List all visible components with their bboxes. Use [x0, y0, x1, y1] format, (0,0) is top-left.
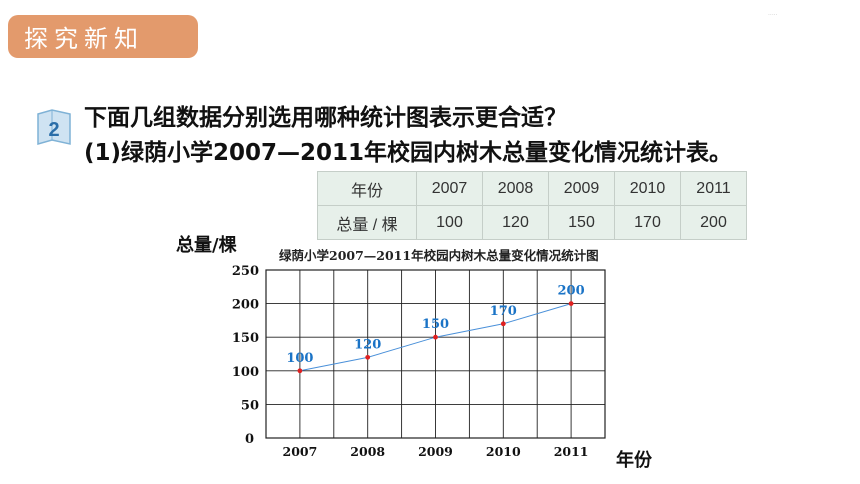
- x-tick-label: 2009: [418, 444, 453, 459]
- table-cell: 100: [416, 205, 483, 240]
- data-label: 200: [558, 284, 585, 299]
- y-tick-label: 250: [232, 264, 259, 279]
- question-number-icon: 2: [37, 109, 71, 145]
- table-cell: 200: [680, 205, 747, 240]
- table-cell: 2010: [614, 171, 681, 206]
- y-tick-label: 100: [232, 365, 259, 380]
- data-point: [433, 334, 438, 340]
- question-number: 2: [48, 119, 59, 141]
- data-point: [568, 301, 574, 306]
- table-cell: 120: [482, 205, 549, 240]
- y-tick-label: 0: [245, 432, 254, 447]
- x-tick-label: 2008: [350, 444, 385, 459]
- x-tick-label: 2010: [486, 444, 521, 459]
- table-cell: 2008: [482, 171, 549, 206]
- section-tag: 探究新知: [8, 15, 198, 58]
- data-point: [500, 321, 506, 327]
- y-axis-label: 总量/棵: [176, 235, 237, 256]
- x-axis-label: 年份: [616, 450, 652, 471]
- x-tick-label: 2011: [554, 444, 589, 459]
- data-label: 120: [354, 337, 381, 352]
- table-header-total: 总量 / 棵: [317, 205, 417, 240]
- data-label: 100: [286, 351, 313, 366]
- y-tick-label: 150: [232, 331, 259, 346]
- table-cell: 2011: [680, 171, 747, 206]
- question-line-1: 下面几组数据分别选用哪种统计图表示更合适？: [84, 105, 567, 131]
- data-label: 150: [422, 317, 449, 332]
- y-tick-label: 200: [232, 298, 259, 313]
- top-decoration: ·····: [768, 12, 778, 19]
- table-row-year: 年份 2007 2008 2009 2010 2011: [317, 171, 747, 206]
- x-tick-label: 2007: [283, 444, 318, 459]
- data-point: [365, 354, 371, 360]
- data-point: [297, 368, 303, 374]
- data-table: 年份 2007 2008 2009 2010 2011 总量 / 棵 100 1…: [317, 171, 747, 240]
- question-line-2: (1)绿荫小学2007—2011年校园内树木总量变化情况统计表。: [84, 140, 733, 166]
- table-cell: 150: [548, 205, 615, 240]
- table-cell: 170: [614, 205, 681, 240]
- table-row-total: 总量 / 棵 100 120 150 170 200: [317, 205, 747, 240]
- y-tick-label: 50: [241, 398, 259, 413]
- section-tag-label: 探究新知: [24, 25, 144, 53]
- chart-title: 绿荫小学2007—2011年校园内树木总量变化情况统计图: [279, 248, 599, 263]
- data-label: 170: [490, 304, 517, 319]
